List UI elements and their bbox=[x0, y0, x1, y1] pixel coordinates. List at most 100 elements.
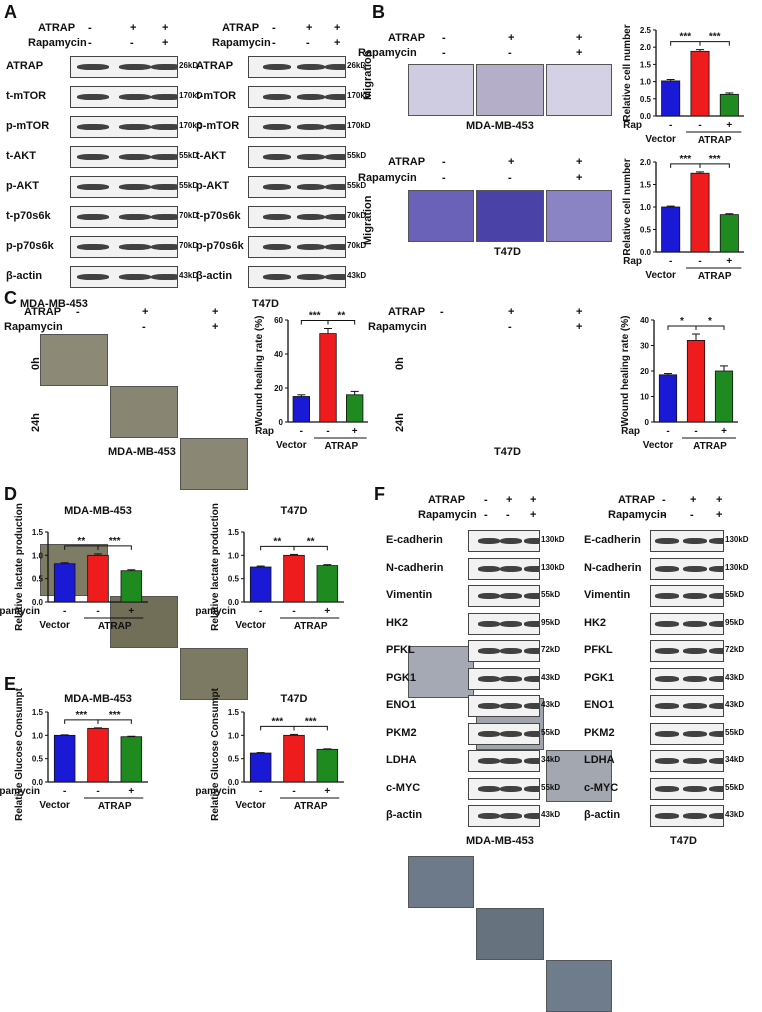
blot-strip bbox=[650, 640, 724, 662]
protein-band bbox=[683, 538, 707, 544]
treatment-sign: - bbox=[63, 606, 66, 617]
blot-protein-label: t-p70s6k bbox=[6, 210, 51, 222]
protein-band bbox=[77, 184, 109, 190]
cell-line-label: T47D bbox=[252, 298, 279, 310]
bar bbox=[319, 333, 337, 423]
protein-band bbox=[325, 244, 345, 250]
migration-image-mda-vector bbox=[408, 64, 474, 116]
bar bbox=[686, 340, 706, 423]
protein-band bbox=[524, 593, 539, 599]
panel-f-mda-blots: ATRAP Rapamycin - - + - + + E-cadherin 130kD N-cad… bbox=[380, 490, 580, 847]
molecular-weight-label: 43kD bbox=[541, 810, 561, 819]
significance-label: *** bbox=[679, 32, 691, 43]
panel-a-t47d-blots: ATRAP Rapamycin - - + - + + ATRAP 26kD t-mTOR 170kD… bbox=[182, 18, 371, 310]
protein-band bbox=[151, 154, 177, 160]
protein-band bbox=[478, 675, 500, 682]
migration-image-t47d-atrap bbox=[476, 190, 544, 242]
protein-band bbox=[655, 703, 679, 709]
protein-band bbox=[709, 730, 723, 737]
molecular-weight-label: 55kD bbox=[541, 782, 561, 792]
protein-band bbox=[524, 675, 539, 682]
y-tick-label: 0.5 bbox=[228, 755, 240, 764]
protein-band bbox=[683, 565, 707, 572]
treatment-sign: - bbox=[669, 120, 672, 131]
molecular-weight-label: 43kD bbox=[541, 700, 561, 709]
protein-band bbox=[297, 184, 325, 190]
treatment-sign: + bbox=[721, 426, 727, 437]
blot-strip bbox=[248, 176, 346, 198]
vector-label: Vector bbox=[645, 270, 676, 281]
blot-protein-label: ATRAP bbox=[196, 60, 234, 72]
bar bbox=[714, 370, 734, 423]
protein-band bbox=[709, 593, 723, 599]
protein-band bbox=[478, 648, 500, 654]
protein-band bbox=[500, 648, 522, 654]
molecular-weight-label: 43kD bbox=[725, 672, 745, 682]
blot-strip bbox=[468, 667, 540, 690]
wound-image-mda-24h-rap bbox=[180, 648, 248, 700]
bar bbox=[316, 565, 339, 603]
treatment-sign: + bbox=[726, 256, 732, 267]
blot-strip bbox=[248, 266, 346, 288]
panel-letter-e: E bbox=[4, 674, 17, 694]
protein-band bbox=[263, 64, 291, 70]
y-tick-label: 0.0 bbox=[640, 248, 652, 257]
significance-bracket bbox=[293, 545, 328, 551]
protein-band bbox=[151, 244, 177, 250]
panel-letter-c: C bbox=[4, 288, 17, 308]
atrap-header-label: ATRAP bbox=[428, 494, 466, 506]
y-axis-label: Relative Glucose Consumption bbox=[14, 688, 25, 821]
protein-band bbox=[655, 675, 679, 682]
protein-band bbox=[683, 675, 707, 682]
significance-label: *** bbox=[75, 710, 87, 721]
protein-band bbox=[683, 648, 707, 654]
c-left-sign: - bbox=[142, 321, 146, 333]
treatment-sign: + bbox=[162, 37, 169, 49]
molecular-weight-label: 55kD bbox=[179, 181, 199, 190]
y-tick-label: 10 bbox=[640, 393, 649, 402]
molecular-weight-label: 55kD bbox=[541, 727, 561, 737]
protein-band bbox=[524, 620, 539, 627]
protein-band bbox=[524, 730, 539, 737]
panel-a-mda-blots: ATRAP Rapamycin - - + - + + ATRAP 26kD t-mTOR 170kD… bbox=[0, 18, 203, 310]
bar bbox=[719, 214, 739, 253]
treatment-sign: - bbox=[63, 786, 66, 797]
blot-strip bbox=[468, 557, 540, 580]
treatment-sign: - bbox=[698, 120, 701, 131]
blot-protein-label: β-actin bbox=[196, 270, 233, 282]
y-tick-label: 40 bbox=[274, 350, 283, 359]
molecular-weight-label: 170kD bbox=[347, 91, 371, 100]
y-tick-label: 1.0 bbox=[32, 731, 44, 740]
significance-bracket bbox=[699, 41, 730, 46]
y-tick-label: 1.5 bbox=[32, 708, 44, 717]
panel-letter-d: D bbox=[4, 484, 17, 504]
y-tick-label: 0 bbox=[279, 418, 284, 427]
blot-protein-label: β-actin bbox=[584, 809, 621, 821]
blot-protein-label: t-mTOR bbox=[6, 90, 47, 102]
rapamycin-header-label: Rapamycin bbox=[418, 509, 477, 521]
b-top-sign: + bbox=[576, 32, 583, 44]
significance-label: *** bbox=[109, 710, 121, 721]
blot-strip bbox=[248, 116, 346, 138]
protein-band bbox=[683, 620, 707, 627]
molecular-weight-label: 170kD bbox=[347, 121, 371, 130]
bar bbox=[690, 50, 710, 117]
y-tick-label: 20 bbox=[640, 367, 649, 376]
y-tick-label: 0.0 bbox=[32, 778, 44, 787]
blot-strip bbox=[468, 805, 540, 827]
bar bbox=[292, 396, 310, 423]
treatment-sign: + bbox=[334, 37, 341, 49]
panel-letter-b: B bbox=[372, 2, 385, 22]
protein-band bbox=[709, 675, 723, 682]
vector-label: Vector bbox=[643, 440, 674, 451]
chart-title: MDA-MB-453 bbox=[64, 505, 132, 517]
protein-band bbox=[325, 154, 345, 160]
blot-strip bbox=[70, 236, 178, 258]
protein-band bbox=[478, 620, 500, 627]
vector-label: Vector bbox=[276, 440, 307, 451]
molecular-weight-label: 130kD bbox=[725, 562, 749, 572]
protein-band bbox=[119, 244, 151, 250]
bar bbox=[283, 554, 305, 603]
rapamycin-row-label: Rapamycin bbox=[196, 786, 236, 797]
molecular-weight-label: 70kD bbox=[347, 211, 367, 220]
